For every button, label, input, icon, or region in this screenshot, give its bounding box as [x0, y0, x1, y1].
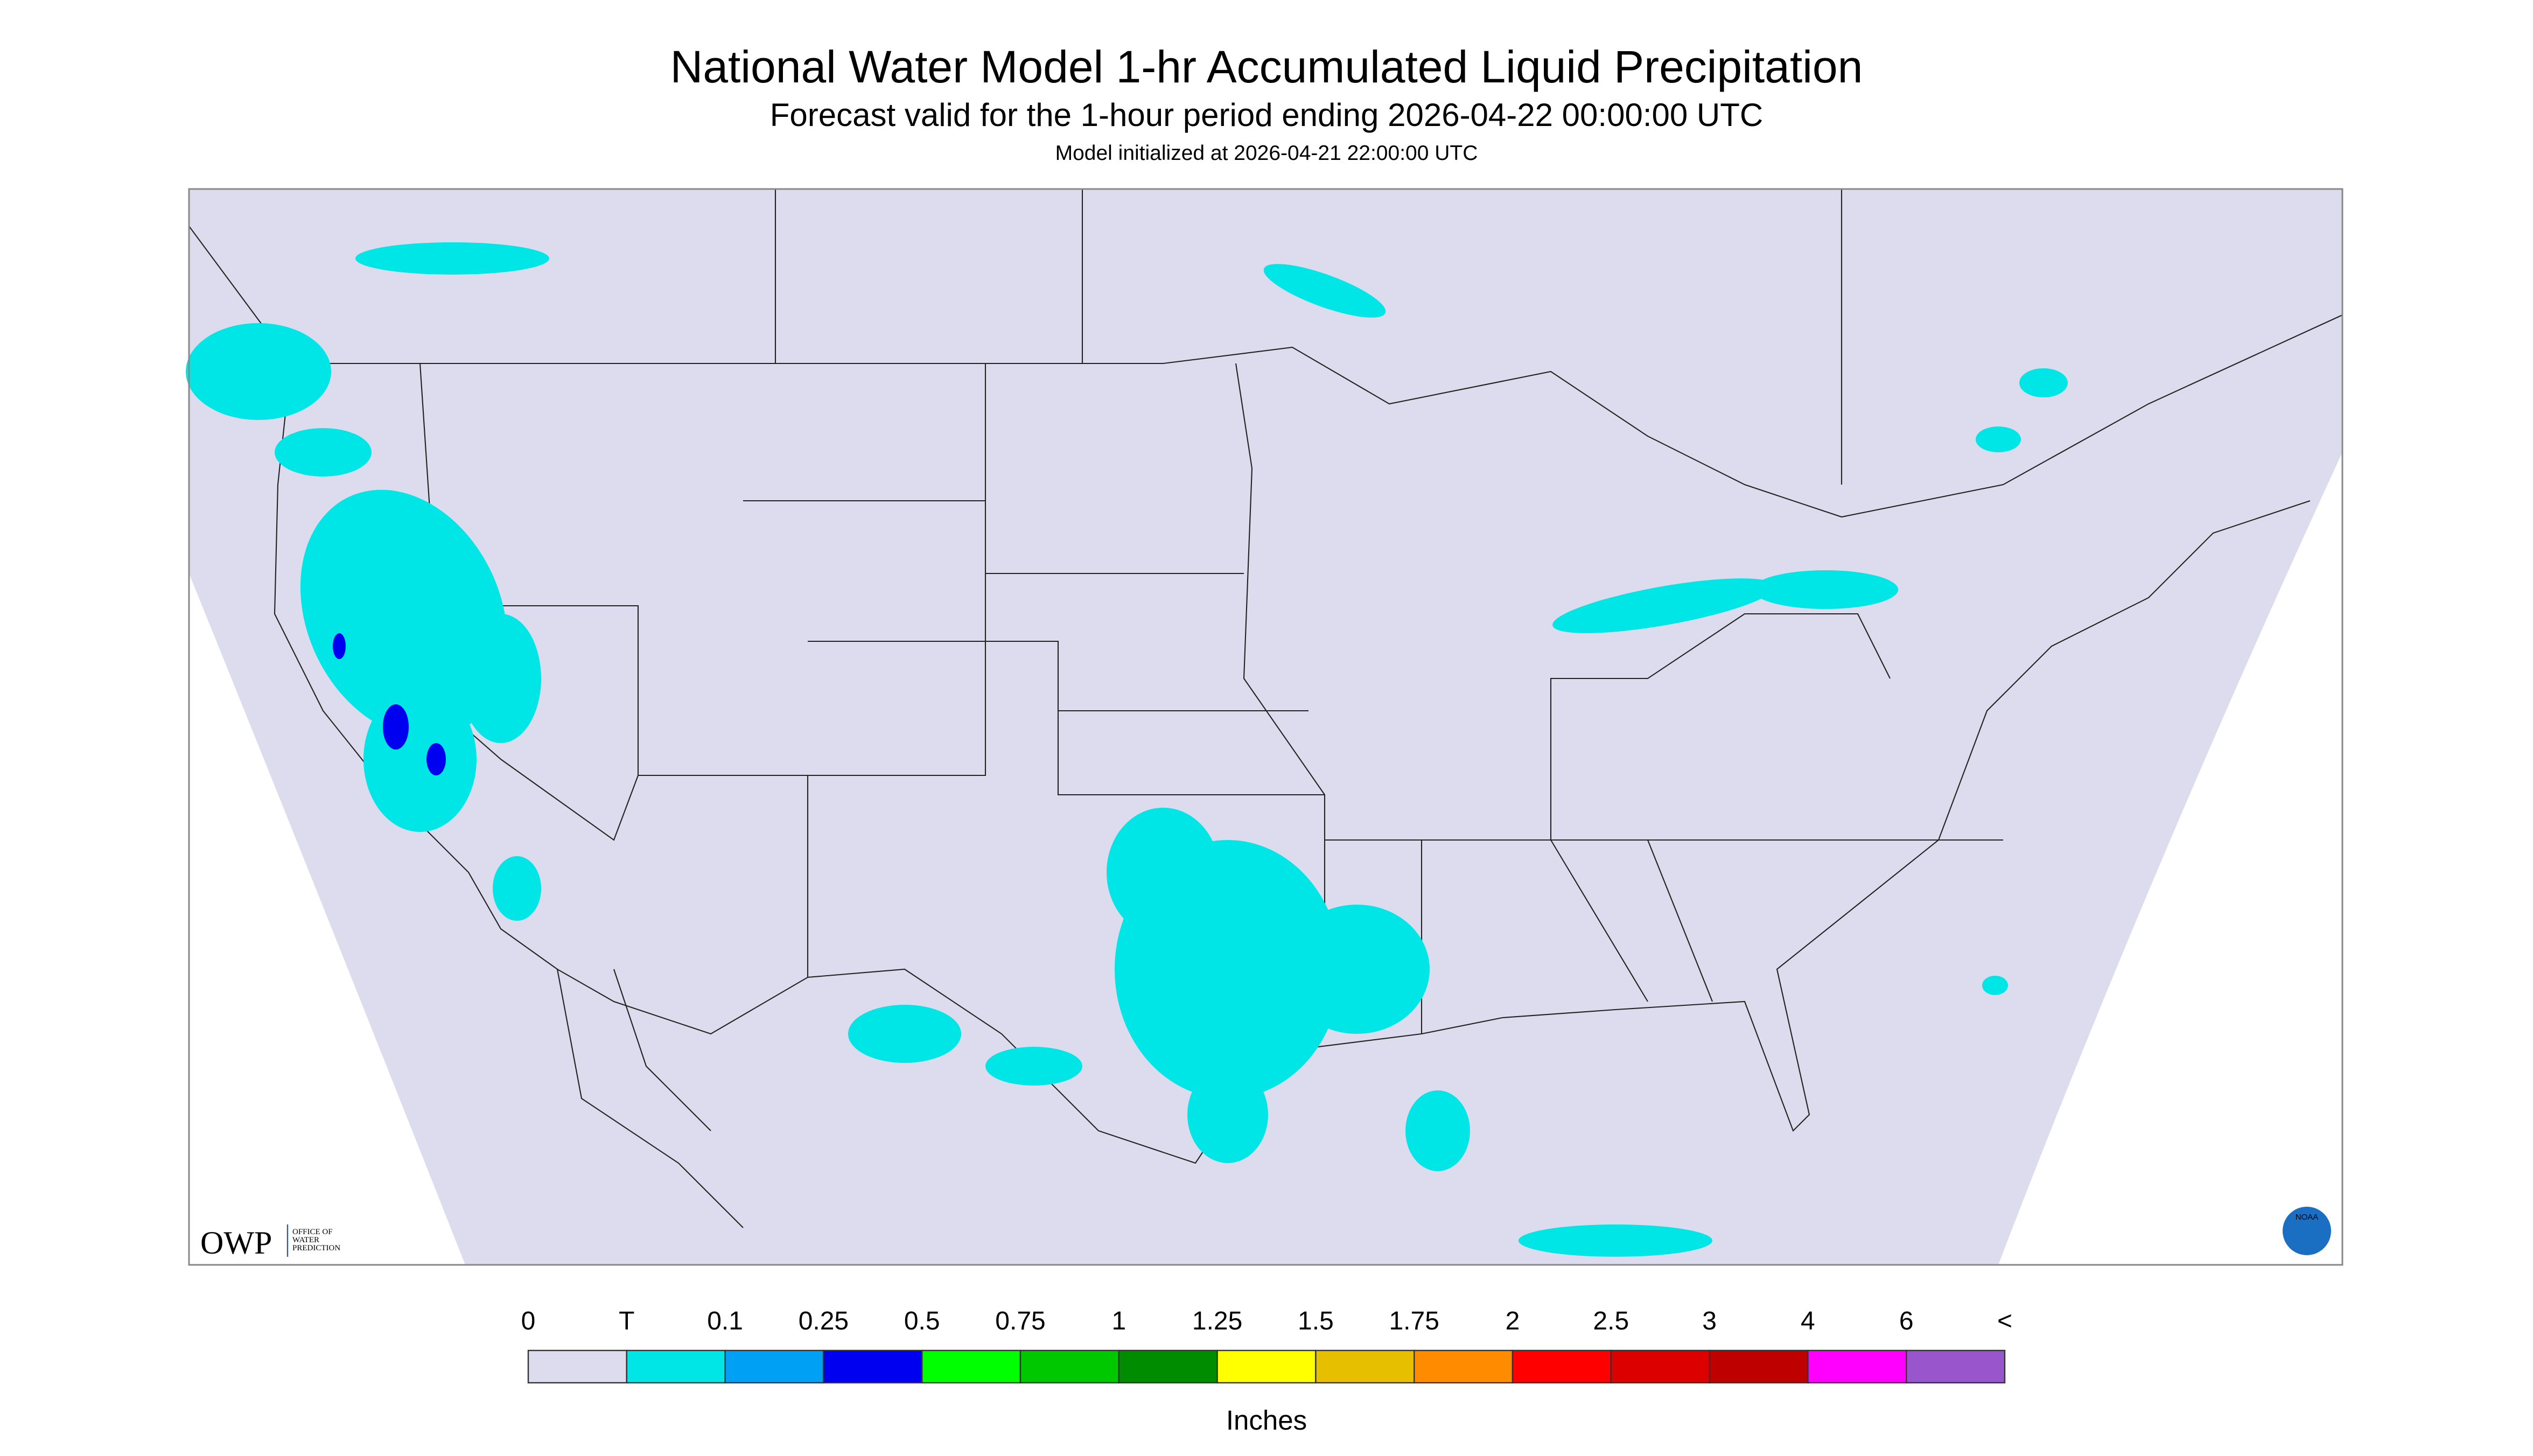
legend-swatch	[1414, 1349, 1514, 1384]
legend-swatch	[823, 1349, 923, 1384]
precipitation-heavy	[333, 633, 446, 776]
map-frame	[188, 188, 2343, 1266]
legend-label: 2.5	[1593, 1307, 1629, 1335]
legend-swatch	[1807, 1349, 1907, 1384]
legend-label: 4	[1801, 1307, 1815, 1335]
noaa-logo	[2283, 1207, 2331, 1256]
legend-label: 1.75	[1389, 1307, 1439, 1335]
legend-swatch	[1216, 1349, 1317, 1384]
legend-label: 6	[1899, 1307, 1914, 1335]
legend-label: 2	[1506, 1307, 1520, 1335]
legend-swatch	[527, 1349, 628, 1384]
legend-swatch	[921, 1349, 1021, 1384]
borders	[188, 189, 2343, 1228]
legend-swatch	[1118, 1349, 1218, 1384]
legend-swatch	[1610, 1349, 1710, 1384]
legend-label: 0.25	[799, 1307, 849, 1335]
legend-label: 1.25	[1192, 1307, 1242, 1335]
title: National Water Model 1-hr Accumulated Li…	[670, 41, 1863, 92]
legend-label: 1.5	[1298, 1307, 1334, 1335]
legend-label: 3	[1702, 1307, 1717, 1335]
legend-label: 0.1	[707, 1307, 743, 1335]
precipitation	[186, 242, 2068, 1257]
init-note: Model initialized at 2026-04-21 22:00:00…	[1055, 142, 1478, 165]
legend-swatch	[1512, 1349, 1612, 1384]
legend-swatch	[1709, 1349, 1809, 1384]
legend-swatch	[1019, 1349, 1120, 1384]
legend-unit: Inches	[1226, 1405, 1307, 1436]
legend-label: <	[1997, 1307, 2012, 1335]
owp-text-line: WATER	[292, 1236, 319, 1244]
legend: 0 T 0.1 0.25 0.5 0.75 1 1.25 1.5 1.75 2 2.5 3 4 6 <	[521, 1307, 2012, 1384]
outside-domain-right	[1998, 452, 2342, 1265]
noaa-logo-text: NOAA	[2296, 1213, 2319, 1222]
legend-swatch	[1315, 1349, 1415, 1384]
legend-label: 1	[1111, 1307, 1126, 1335]
legend-swatch	[1905, 1349, 2006, 1384]
outside-domain-left	[189, 573, 465, 1265]
legend-swatch	[626, 1349, 726, 1384]
legend-swatch	[724, 1349, 824, 1384]
owp-text-line: PREDICTION	[292, 1244, 340, 1252]
legend-label: 0.5	[904, 1307, 940, 1335]
owp-logo: OWP	[200, 1225, 272, 1261]
legend-label: T	[619, 1307, 634, 1335]
owp-text-line: OFFICE OF	[292, 1228, 333, 1236]
subtitle: Forecast valid for the 1-hour period end…	[770, 97, 1763, 133]
legend-label: 0.75	[995, 1307, 1045, 1335]
legend-label: 0	[521, 1307, 536, 1335]
